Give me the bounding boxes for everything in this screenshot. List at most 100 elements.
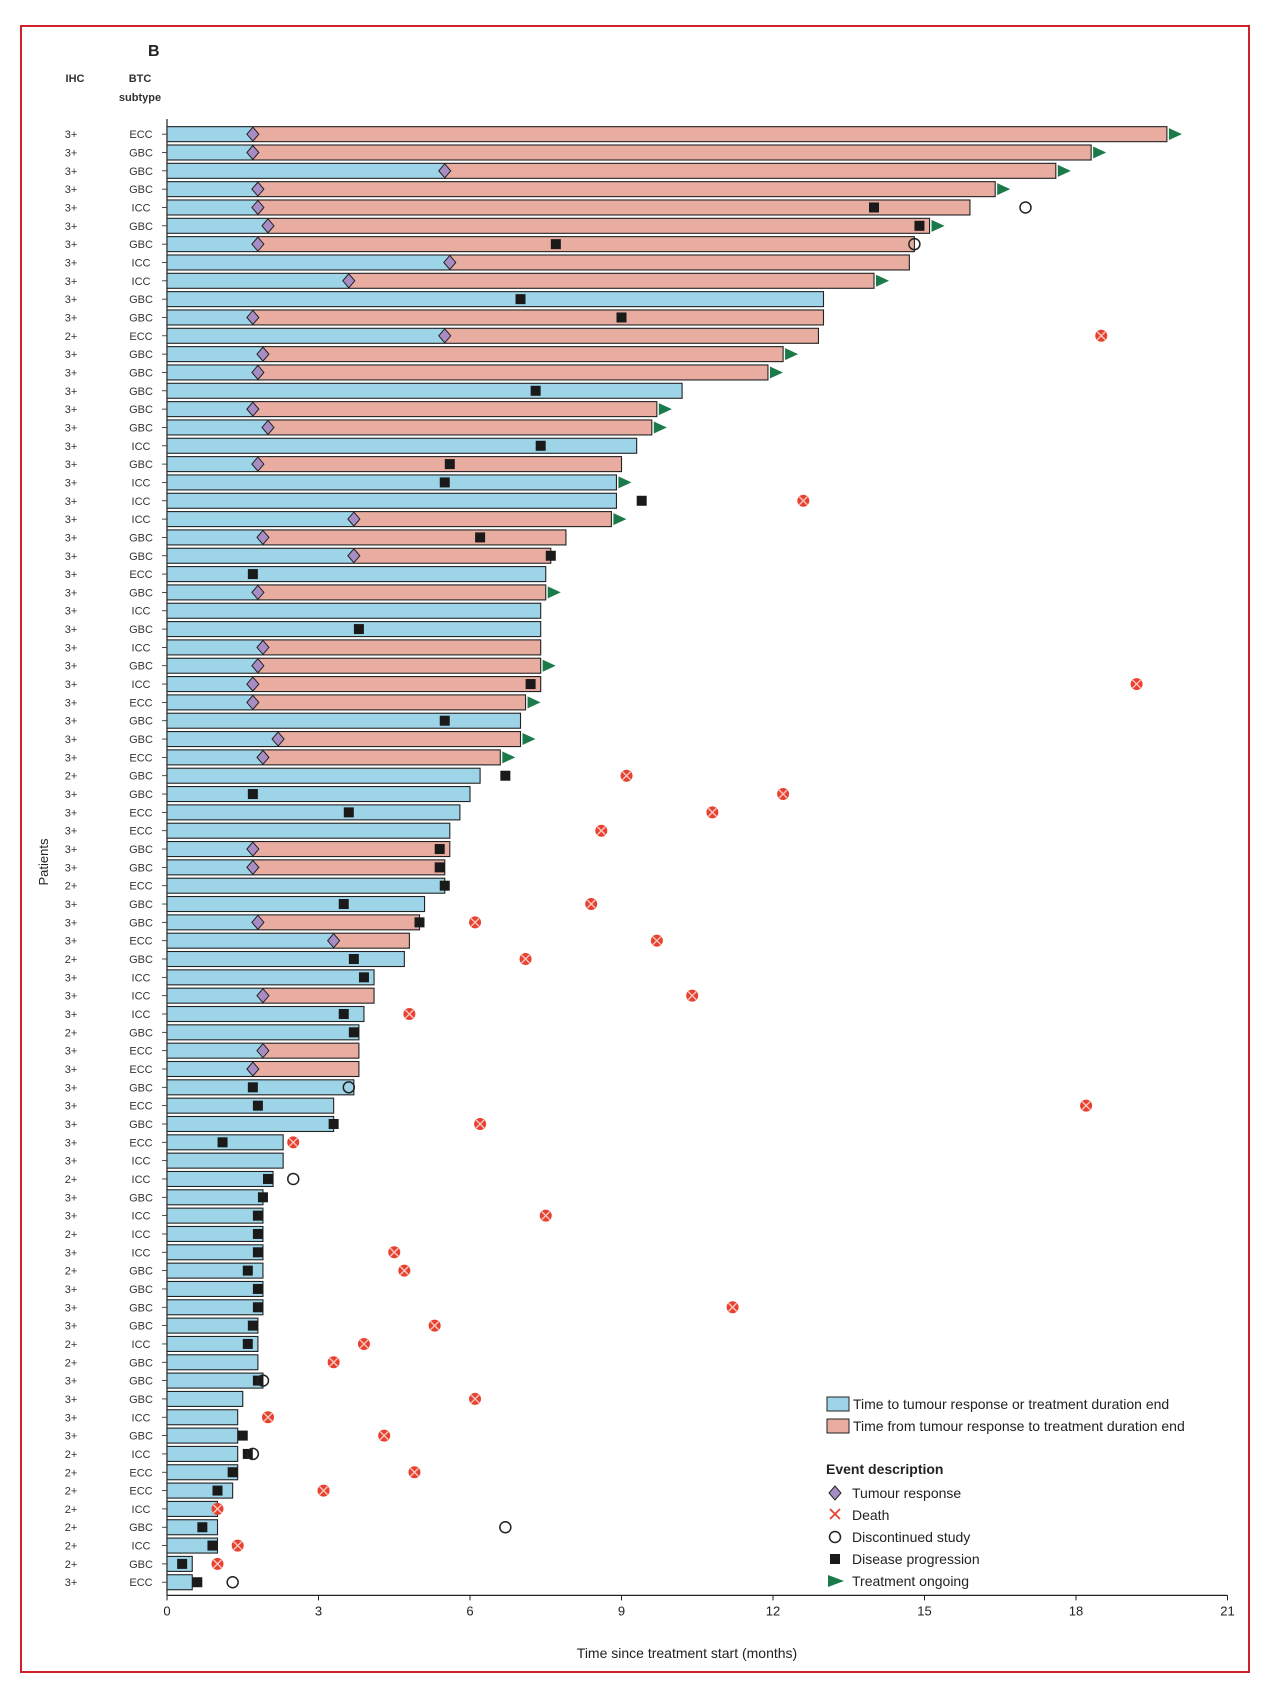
bar-segment-before-response xyxy=(167,1171,274,1187)
tumour-response-marker xyxy=(251,199,265,216)
ihc-score-label: 3+ xyxy=(65,1321,78,1333)
death-marker xyxy=(1130,678,1143,691)
disease-progression-marker xyxy=(247,569,258,580)
bar-segment-before-response xyxy=(167,713,521,729)
death-marker-cross xyxy=(288,1137,298,1147)
bar-segment-before-response xyxy=(167,291,824,307)
ihc-score-label: 3+ xyxy=(65,1302,78,1314)
ihc-score-label: 3+ xyxy=(65,661,78,673)
btc-subtype-label: ECC xyxy=(129,1486,152,1498)
disease-progression-marker xyxy=(237,1430,248,1441)
bar-segment-after-response xyxy=(252,694,526,710)
disease-progression-marker xyxy=(247,1320,258,1331)
ihc-score-label: 3+ xyxy=(65,899,78,911)
ihc-score-label: 2+ xyxy=(65,1486,78,1498)
disease-progression-marker xyxy=(914,220,925,231)
bar-segment-before-response xyxy=(167,639,263,655)
discontinued-study-marker xyxy=(246,1447,260,1461)
tumour-response-marker xyxy=(251,181,265,197)
death-marker xyxy=(469,916,482,929)
btc-subtype-label: ECC xyxy=(129,807,152,819)
bar-segment-before-response xyxy=(167,1153,284,1169)
death-marker xyxy=(469,1392,482,1405)
btc-subtype-label: GBC xyxy=(129,1431,153,1443)
disease-progression-marker xyxy=(252,1302,263,1313)
treatment-ongoing-arrow xyxy=(502,751,516,764)
bar-segment-before-response xyxy=(167,309,253,325)
bar-segment-after-response xyxy=(252,309,824,325)
treatment-ongoing-arrow xyxy=(658,403,672,416)
ihc-score-label: 3+ xyxy=(65,789,78,801)
btc-subtype-label: GBC xyxy=(129,1192,153,1204)
ihc-score-label: 3+ xyxy=(65,624,78,636)
disease-progression-marker xyxy=(257,1192,268,1203)
btc-subtype-label: ICC xyxy=(132,1174,151,1186)
btc-subtype-label: ECC xyxy=(129,129,152,141)
death-marker-cross xyxy=(798,496,808,506)
legend-circle-icon xyxy=(828,1530,842,1544)
legend-event-title: Event description xyxy=(826,1461,943,1477)
death-marker-cross xyxy=(707,807,717,817)
bar-segment-before-response xyxy=(167,511,354,527)
btc-subtype-label: ECC xyxy=(129,331,152,343)
death-marker-cross xyxy=(728,1302,738,1312)
death-marker-cross xyxy=(389,1247,399,1257)
btc-subtype-label: GBC xyxy=(129,771,153,783)
discontinued-study-marker xyxy=(499,1520,512,1534)
btc-subtype-label: GBC xyxy=(129,1027,153,1039)
bar-segment-after-response xyxy=(257,364,768,380)
disease-progression-marker xyxy=(252,1100,263,1111)
death-marker xyxy=(262,1411,274,1424)
treatment-ongoing-arrow xyxy=(997,183,1011,196)
bar-segment-after-response xyxy=(444,328,819,344)
disease-progression-marker xyxy=(242,1265,253,1276)
treatment-ongoing-arrow xyxy=(522,733,536,746)
bar-segment-before-response xyxy=(167,1336,258,1352)
bar-segment-after-response xyxy=(348,273,874,289)
bar-segment-before-response xyxy=(167,1483,233,1499)
bar-segment-before-response xyxy=(167,933,334,949)
btc-subtype-label: ICC xyxy=(132,991,151,1003)
treatment-ongoing-arrow xyxy=(876,274,889,287)
treatment-ongoing-arrow xyxy=(1168,128,1182,141)
ihc-score-label: 3+ xyxy=(65,642,78,654)
tumour-response-marker xyxy=(443,254,457,271)
bar-segment-before-response xyxy=(167,1428,238,1444)
bar-segment-before-response xyxy=(167,786,470,802)
death-marker-cross xyxy=(521,954,531,964)
x-tick-label: 0 xyxy=(163,1603,170,1618)
tumour-response-marker xyxy=(347,547,361,564)
ihc-score-label: 3+ xyxy=(65,404,78,416)
treatment-ongoing-arrow xyxy=(618,476,632,489)
btc-subtype-label: GBC xyxy=(129,367,153,379)
btc-subtype-label: ICC xyxy=(132,1009,151,1021)
bar-segment-after-response xyxy=(252,676,541,692)
bar-segment-after-response xyxy=(257,181,996,197)
bar-segment-before-response xyxy=(167,1098,334,1114)
tumour-response-marker xyxy=(246,841,260,857)
ihc-score-label: 3+ xyxy=(65,734,78,746)
ihc-score-label: 3+ xyxy=(65,1137,78,1149)
ihc-score-label: 3+ xyxy=(65,1577,78,1589)
bar-segment-before-response xyxy=(167,419,268,435)
disease-progression-marker xyxy=(353,624,364,635)
panel-label: B xyxy=(148,43,160,60)
disease-progression-marker xyxy=(252,1247,263,1258)
event-markers xyxy=(177,126,1182,1589)
legend-discontinued-label: Discontinued study xyxy=(852,1529,970,1545)
treatment-ongoing-arrow xyxy=(527,696,541,709)
tumour-response-marker xyxy=(347,511,361,527)
disease-progression-marker xyxy=(434,844,445,855)
ihc-score-label: 3+ xyxy=(65,917,78,929)
treatment-ongoing-arrow xyxy=(547,586,561,599)
death-marker-cross xyxy=(470,1394,480,1404)
ihc-score-label: 2+ xyxy=(65,1027,78,1039)
btc-subtype-label: GBC xyxy=(129,1119,153,1131)
death-marker xyxy=(797,494,810,507)
tumour-response-marker xyxy=(256,639,270,656)
btc-subtype-label: ECC xyxy=(129,1064,152,1076)
tumour-response-marker xyxy=(246,144,260,161)
y-axis-label: Patients xyxy=(36,838,51,885)
ihc-score-label: 2+ xyxy=(65,1449,78,1461)
ihc-score-label: 3+ xyxy=(65,166,78,178)
